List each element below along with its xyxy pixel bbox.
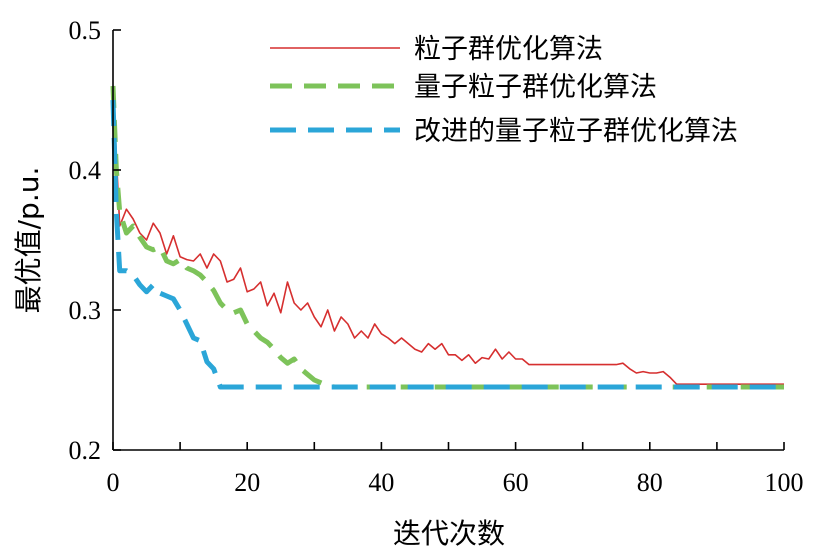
y-tick-label: 0.4 [69,156,102,185]
x-ticks [112,442,785,450]
y-tick-labels: 0.2 0.3 0.4 0.5 [69,16,102,465]
legend-label-1: 粒子群优化算法 [414,34,603,65]
x-tick-label: 60 [503,468,529,497]
x-tick-label: 80 [637,468,663,497]
series-line-3 [110,99,784,390]
y-tick-label: 0.3 [69,296,102,325]
x-tick-label: 40 [368,468,394,497]
x-tick-label: 100 [765,468,804,497]
x-tick-label: 20 [234,468,260,497]
plot-lines [110,85,784,390]
legend-label-2: 量子粒子群优化算法 [414,72,657,103]
x-tick-labels: 0 20 40 60 80 100 [107,468,804,497]
x-axis-title: 迭代次数 [393,517,505,550]
y-ticks [113,29,121,451]
y-tick-label: 0.5 [69,16,102,45]
x-tick-label: 0 [107,468,120,497]
series-line-1 [112,85,784,385]
legend-label-3: 改进的量子粒子群优化算法 [414,116,738,147]
y-axis-title: 最优值/p.u. [12,167,45,314]
y-tick-label: 0.2 [69,436,102,465]
